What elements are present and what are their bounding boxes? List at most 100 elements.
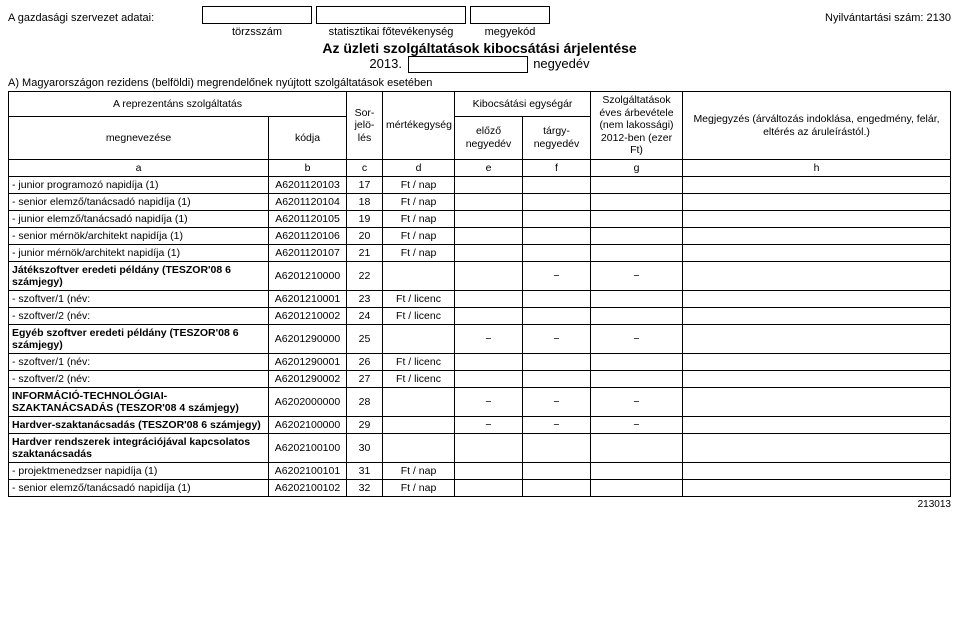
table-cell: A6201120103 [269,177,347,194]
table-cell: Ft / nap [383,463,455,480]
table-cell: Ft / licenc [383,354,455,371]
table-row: Hardver rendszerek integrációjával kapcs… [9,434,951,463]
table-cell [523,245,591,262]
header-org-row: A gazdasági szervezet adatai: Nyilvántar… [8,6,951,24]
th-revenue: Szolgáltatások éves árbevétele (nem lako… [591,92,683,160]
table-row: Egyéb szoftver eredeti példány (TESZOR'0… [9,325,951,354]
table-cell: − [523,388,591,417]
label-torzsszam: törzsszám [202,26,312,38]
table-cell: - junior mérnök/architekt napidíja (1) [9,245,269,262]
table-cell: A6202100102 [269,480,347,497]
table-cell: Egyéb szoftver eredeti példány (TESZOR'0… [9,325,269,354]
table-cell: 31 [347,463,383,480]
table-row: Hardver-szaktanácsadás (TESZOR'08 6 szám… [9,417,951,434]
table-cell: − [523,417,591,434]
col-letter-e: e [455,160,523,177]
table-cell: − [523,262,591,291]
table-cell: Hardver rendszerek integrációjával kapcs… [9,434,269,463]
table-cell: Ft / nap [383,480,455,497]
label-megyekod: megyekód [470,26,550,38]
table-row: - senior mérnök/architekt napidíja (1)A6… [9,228,951,245]
col-letter-c: c [347,160,383,177]
table-cell [591,371,683,388]
torzsszam-input[interactable] [202,6,312,24]
table-cell [523,194,591,211]
table-cell [683,308,951,325]
table-cell [591,354,683,371]
table-cell: A6201210002 [269,308,347,325]
table-cell [455,194,523,211]
table-cell [523,291,591,308]
field-labels-row: törzsszám statisztikai főtevékenység meg… [8,26,951,38]
label-fotevekenyseg: statisztikai főtevékenység [316,26,466,38]
th-name: megnevezése [9,117,269,160]
table-row: - szoftver/1 (név:A620129000126Ft / lice… [9,354,951,371]
table-row: - szoftver/2 (név:A620129000227Ft / lice… [9,371,951,388]
table-cell: A6202100000 [269,417,347,434]
table-cell [455,480,523,497]
table-cell [683,245,951,262]
table-cell: - senior mérnök/architekt napidíja (1) [9,228,269,245]
table-cell [591,480,683,497]
table-row: - junior elemző/tanácsadó napidíja (1)A6… [9,211,951,228]
table-cell: Játékszoftver eredeti példány (TESZOR'08… [9,262,269,291]
table-cell: Hardver-szaktanácsadás (TESZOR'08 6 szám… [9,417,269,434]
table-cell: − [591,262,683,291]
table-cell [455,177,523,194]
table-cell: 26 [347,354,383,371]
fotevekenyseg-input[interactable] [316,6,466,24]
th-note: Megjegyzés (árváltozás indoklása, engedm… [683,92,951,160]
table-row: Játékszoftver eredeti példány (TESZOR'08… [9,262,951,291]
table-cell: 18 [347,194,383,211]
th-sort: Sor-jelö-lés [347,92,383,160]
table-cell [683,480,951,497]
table-cell: 27 [347,371,383,388]
table-cell: - projektmenedzser napidíja (1) [9,463,269,480]
table-cell [683,211,951,228]
table-cell [455,308,523,325]
table-cell: A6201120104 [269,194,347,211]
col-letter-f: f [523,160,591,177]
table-cell: 28 [347,388,383,417]
table-cell [523,434,591,463]
table-cell: 19 [347,211,383,228]
section-a-label: A) Magyarországon rezidens (belföldi) me… [8,77,951,89]
table-cell: 22 [347,262,383,291]
table-cell: - senior elemző/tanácsadó napidíja (1) [9,194,269,211]
table-cell [455,371,523,388]
table-cell: 32 [347,480,383,497]
table-cell [591,211,683,228]
table-cell: A6202000000 [269,388,347,417]
table-cell [523,308,591,325]
table-cell [683,177,951,194]
table-cell [455,245,523,262]
table-cell: - senior elemző/tanácsadó napidíja (1) [9,480,269,497]
table-cell [455,434,523,463]
megyekod-input[interactable] [470,6,550,24]
table-cell [591,308,683,325]
table-cell [683,228,951,245]
table-cell [523,211,591,228]
table-cell: Ft / nap [383,211,455,228]
table-cell [683,291,951,308]
table-cell [683,325,951,354]
table-cell [591,177,683,194]
table-cell [591,463,683,480]
quarter-input[interactable] [408,56,528,73]
table-cell: Ft / nap [383,194,455,211]
table-cell: A6202100101 [269,463,347,480]
table-cell: − [523,325,591,354]
table-cell: Ft / nap [383,177,455,194]
table-cell: 17 [347,177,383,194]
table-cell [683,388,951,417]
table-cell: A6201120105 [269,211,347,228]
table-row: - senior elemző/tanácsadó napidíja (1)A6… [9,480,951,497]
table-cell [523,463,591,480]
quarter-suffix: negyedév [533,56,589,71]
table-cell [683,434,951,463]
table-cell: 30 [347,434,383,463]
table-cell: - szoftver/1 (név: [9,291,269,308]
footer-code: 213013 [8,499,951,510]
table-cell: 20 [347,228,383,245]
table-cell: A6201120106 [269,228,347,245]
